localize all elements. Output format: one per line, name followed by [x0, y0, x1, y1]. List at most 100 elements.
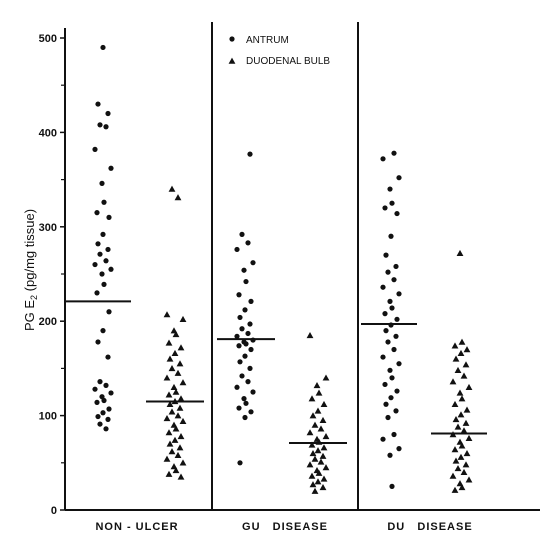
antrum-point: [241, 396, 247, 402]
antrum-point: [234, 246, 240, 253]
bulb-point: [320, 475, 328, 482]
antrum-point: [242, 307, 248, 313]
antrum-point: [108, 390, 114, 396]
antrum-point: [236, 343, 242, 349]
bulb-point: [319, 483, 327, 491]
bulb-point: [163, 415, 171, 422]
bulb-point: [177, 395, 185, 402]
antrum-point: [389, 483, 395, 489]
antrum-point: [387, 367, 393, 373]
antrum-point: [248, 346, 254, 353]
bulb-point: [306, 429, 314, 436]
y-tick-label: 200: [39, 316, 57, 328]
bulb-point: [179, 459, 187, 466]
legend-bulb-label: DUODENAL BULB: [246, 56, 330, 67]
bulb-point: [165, 470, 173, 477]
antrum-point: [95, 339, 101, 345]
antrum-point: [241, 267, 247, 273]
bulb-point: [168, 365, 176, 372]
antrum-point: [394, 316, 400, 322]
bulb-point: [166, 355, 174, 362]
antrum-point: [103, 124, 109, 130]
bulb-point: [456, 389, 464, 396]
antrum-point: [108, 165, 114, 171]
antrum-point: [101, 199, 107, 205]
antrum-point: [396, 446, 402, 452]
antrum-point: [391, 277, 397, 283]
bulb-point: [163, 374, 171, 381]
bulb-point: [179, 417, 187, 424]
antrum-point: [387, 452, 393, 458]
bulb-point: [319, 452, 327, 459]
antrum-point: [237, 314, 243, 321]
bulb-point: [463, 406, 471, 413]
antrum-point: [380, 284, 386, 290]
antrum-point: [389, 305, 395, 311]
antrum-point: [106, 309, 112, 315]
bulb-point: [458, 483, 466, 491]
antrum-point: [383, 401, 389, 407]
bulb-point: [166, 400, 174, 407]
antrum-point: [103, 426, 109, 432]
bulb-point: [317, 425, 325, 432]
antrum-point: [393, 408, 399, 414]
antrum-point: [95, 101, 101, 107]
antrum-point: [247, 321, 253, 327]
antrum-point: [382, 381, 388, 388]
antrum-point: [243, 278, 249, 285]
antrum-point: [380, 436, 386, 442]
bulb-point: [319, 416, 327, 424]
antrum-point: [382, 205, 388, 211]
bulb-point: [174, 194, 182, 201]
bulb-point: [465, 434, 473, 441]
antrum-point: [242, 353, 248, 359]
bulb-point: [306, 331, 314, 339]
antrum-point: [250, 260, 256, 266]
y-tick-label: 400: [39, 127, 57, 139]
bulb-point: [309, 481, 317, 488]
bulb-point: [163, 455, 171, 462]
bulb-point: [315, 389, 323, 396]
bulb-point: [320, 400, 328, 407]
bulb-point: [165, 429, 173, 436]
bulb-point: [172, 388, 180, 395]
bulb-point: [177, 344, 185, 351]
antrum-point: [97, 379, 103, 385]
bulb-point: [179, 379, 187, 386]
antrum-point: [95, 413, 101, 420]
antrum-point: [388, 395, 394, 401]
antrum-point: [101, 397, 107, 404]
antrum-point: [239, 231, 245, 237]
antrum-point: [101, 281, 107, 287]
antrum-point: [94, 210, 100, 216]
bulb-point: [168, 185, 176, 192]
bulb-point: [320, 444, 328, 451]
bulb-point: [462, 419, 470, 426]
antrum-point: [106, 214, 112, 220]
legend-antrum-label: ANTRUM: [246, 35, 289, 46]
antrum-point: [389, 375, 395, 381]
bulb-point: [163, 311, 171, 318]
antrum-point: [100, 231, 106, 237]
bulb-point: [451, 342, 459, 349]
bulb-point: [462, 361, 470, 368]
bulb-point: [454, 423, 462, 430]
antrum-point: [385, 339, 391, 345]
antrum-point: [389, 200, 395, 206]
antrum-point: [388, 233, 394, 239]
bulb-point: [311, 421, 319, 428]
antrum-point: [247, 151, 253, 157]
antrum-point: [383, 252, 389, 258]
antrum-point: [239, 326, 245, 332]
group-label: GU DISEASE: [242, 521, 328, 533]
bulb-point: [458, 338, 466, 345]
antrum-point: [380, 354, 386, 360]
bulb-point: [317, 458, 325, 465]
bulb-point: [170, 383, 178, 390]
bulb-point: [454, 366, 462, 374]
antrum-point: [105, 416, 111, 422]
bulb-point: [458, 395, 466, 402]
bulb-point: [176, 360, 184, 367]
bulb-point: [463, 449, 471, 457]
bulb-point: [454, 465, 462, 472]
